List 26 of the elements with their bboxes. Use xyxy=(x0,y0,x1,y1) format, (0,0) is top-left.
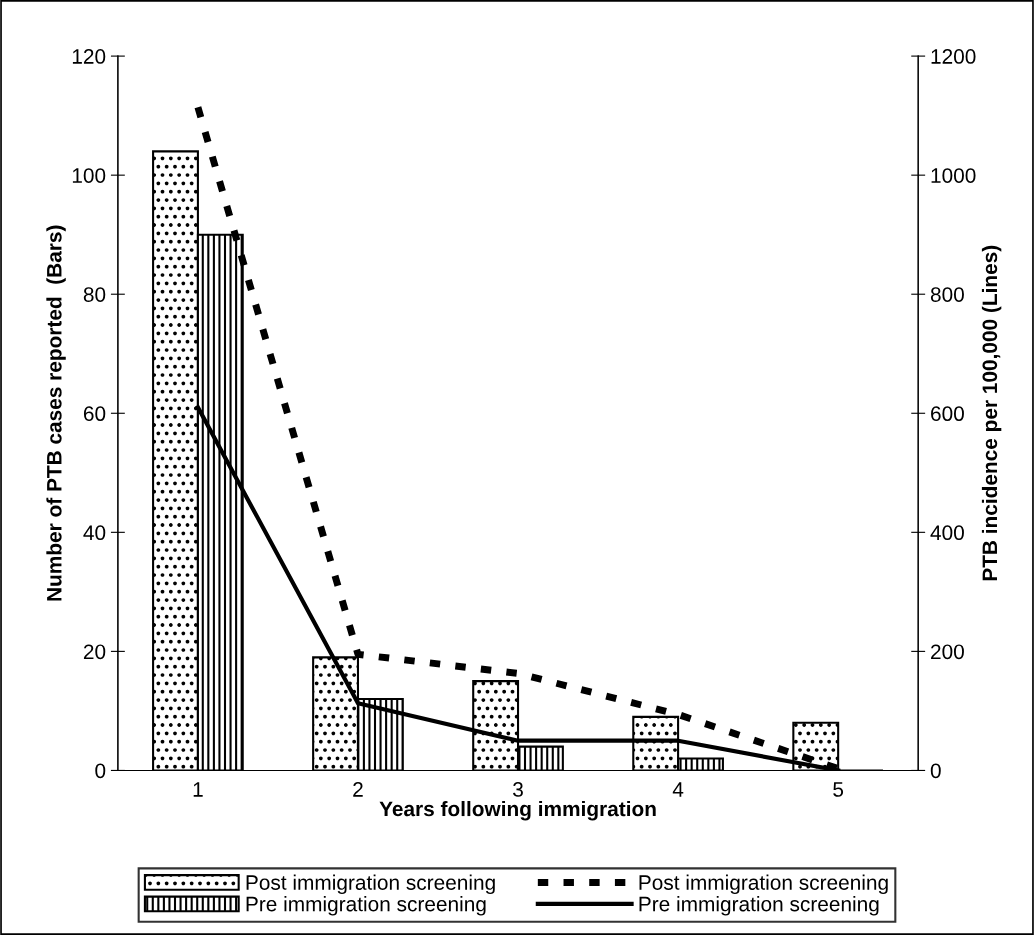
x-tick-label: 3 xyxy=(513,782,523,797)
y2-tick-label: 400 xyxy=(930,525,964,541)
y2-tick-label: 800 xyxy=(930,287,964,302)
y-tick-label: 120 xyxy=(72,49,106,64)
y2-tick-label: 0 xyxy=(930,763,941,779)
legend-label: Pre immigration screening xyxy=(639,896,879,916)
y2-axis-title: PTB incidence per 100,000 (Lines) xyxy=(981,245,1002,581)
legend-label: Post immigration screening xyxy=(639,874,888,895)
y-tick-label: 40 xyxy=(83,525,106,541)
y2-tick-label: 200 xyxy=(931,644,964,660)
x-axis-title: Years following immigration xyxy=(379,800,656,821)
x-tick-label: 4 xyxy=(672,782,684,797)
y-tick-label: 60 xyxy=(83,406,106,422)
x-tick-label: 2 xyxy=(353,782,363,797)
y2-tick-label: 1000 xyxy=(931,168,976,183)
y-tick-label: 80 xyxy=(83,287,106,302)
x-tick-label: 1 xyxy=(193,782,203,797)
y2-tick-label: 1200 xyxy=(931,49,976,64)
y-tick-label: 100 xyxy=(72,168,106,183)
legend-label: Pre immigration screening xyxy=(246,896,486,916)
y-tick-label: 20 xyxy=(83,644,106,660)
y-axis-title: Number of PTB cases reported (Bars) xyxy=(46,225,66,601)
legend-label: Post immigration screening xyxy=(246,874,495,895)
x-tick-label: 5 xyxy=(833,782,844,797)
y-tick-label: 0 xyxy=(95,763,106,779)
y2-tick-label: 600 xyxy=(931,406,964,422)
